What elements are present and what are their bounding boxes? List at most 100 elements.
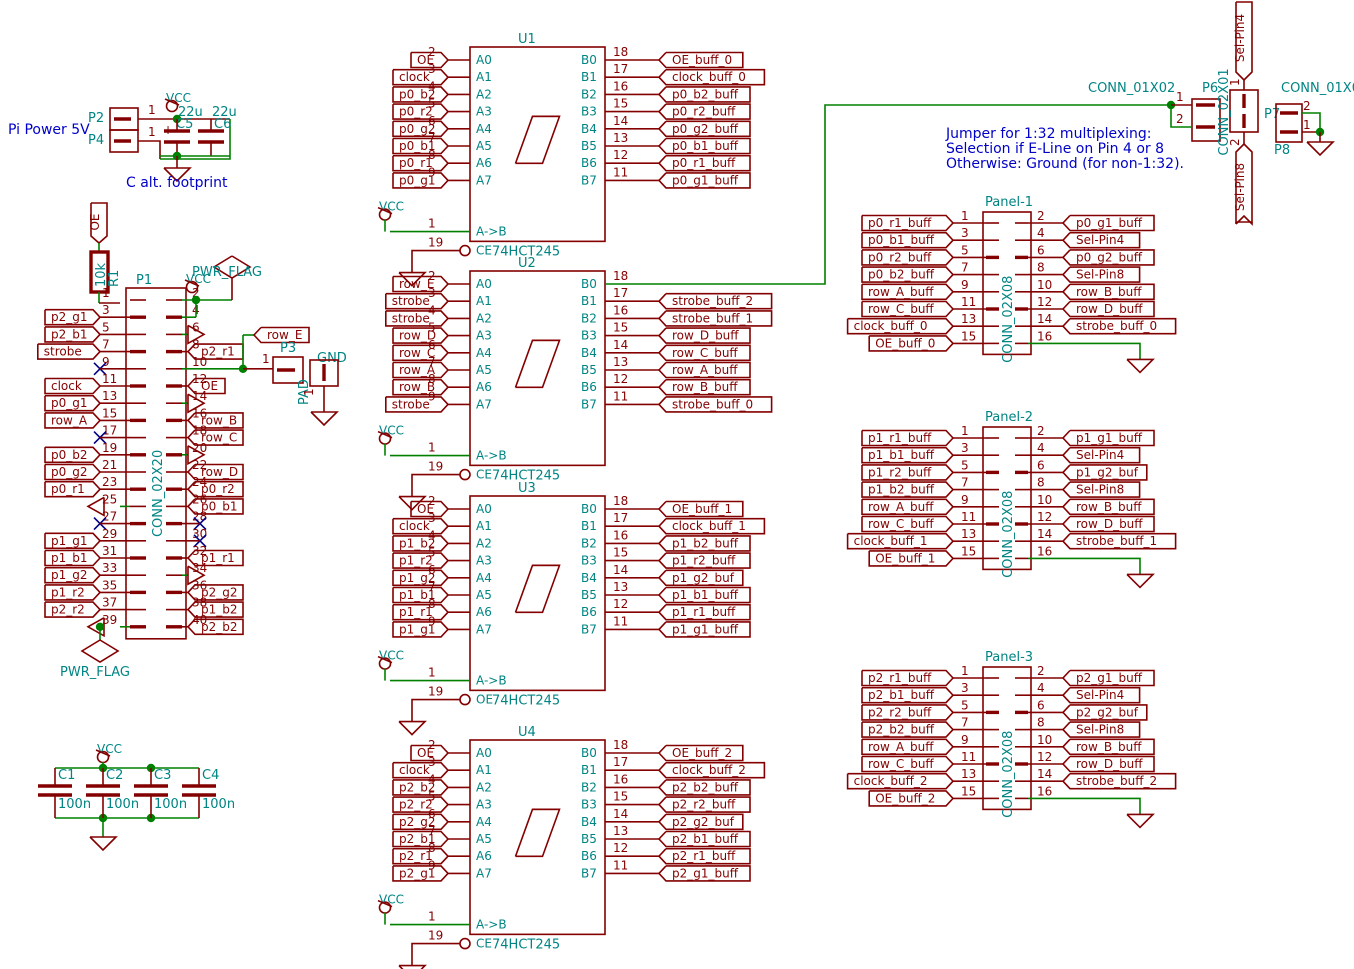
panel-net-label-right[interactable]: row_B_buff: [1061, 738, 1155, 756]
buffer-net-label-left[interactable]: p1_r2: [392, 552, 450, 569]
panel-net-label-right[interactable]: p2_g1_buff: [1061, 669, 1155, 687]
panel-net-label-right[interactable]: p0_g1_buff: [1061, 214, 1155, 232]
panel-net-label-right[interactable]: Sel-Pin4: [1061, 446, 1141, 464]
panel-net-label-left[interactable]: p2_b1_buff: [861, 686, 955, 704]
panel-net-label-left[interactable]: row_C_buff: [861, 300, 955, 318]
panel-net-label-left[interactable]: p0_b2_buff: [861, 266, 955, 283]
panel-connector-body[interactable]: [982, 211, 1032, 356]
row-e-net-label[interactable]: row_E: [252, 326, 310, 344]
buffer-net-label-right[interactable]: strobe_buff_2: [657, 292, 773, 310]
p1-net-label-left[interactable]: row_A: [44, 412, 102, 429]
p1-net-label-left[interactable]: p0_g1: [44, 394, 102, 412]
panel-net-label-left[interactable]: row_C_buff: [861, 515, 955, 533]
p1-net-label-right[interactable]: row_B: [186, 412, 244, 429]
p1-net-label-right[interactable]: p1_r1: [186, 549, 244, 567]
buffer-net-label-left[interactable]: p0_g2: [392, 120, 450, 138]
buffer-net-label-right[interactable]: row_C_buff: [657, 344, 751, 362]
buffer-net-label-right[interactable]: p1_r1_buff: [657, 603, 751, 621]
p8-connector-body[interactable]: [1275, 103, 1303, 143]
p1-net-label-left[interactable]: p0_g2: [44, 463, 102, 481]
buffer-net-label-right[interactable]: p0_r2_buff: [657, 103, 751, 120]
panel-net-label-right[interactable]: p0_g2_buff: [1061, 249, 1155, 266]
buffer-net-label-right[interactable]: p2_g2_buf: [657, 813, 744, 831]
panel-connector-body[interactable]: [982, 426, 1032, 571]
panel-net-label-left[interactable]: row_A_buff: [861, 283, 955, 301]
buffer-net-label-right[interactable]: OE_buff_1: [657, 500, 744, 518]
panel-net-label-right[interactable]: Sel-Pin8: [1061, 721, 1141, 738]
buffer-net-label-left[interactable]: p0_r1: [392, 154, 450, 172]
p6-connector-body[interactable]: [1191, 98, 1221, 142]
panel-net-label-left[interactable]: p1_b2_buff: [861, 481, 955, 498]
buffer-net-label-right[interactable]: p2_b2_buff: [657, 779, 751, 796]
p1-net-label-right[interactable]: p0_b1: [186, 498, 244, 515]
buffer-net-label-right[interactable]: p2_r1_buff: [657, 847, 751, 865]
panel-net-label-right[interactable]: row_B_buff: [1061, 283, 1155, 301]
buffer-net-label-right[interactable]: clock_buff_1: [657, 517, 766, 535]
buffer-net-label-left[interactable]: OE: [410, 744, 450, 762]
panel-net-label-left[interactable]: row_C_buff: [861, 755, 955, 773]
buffer-net-label-right[interactable]: p1_g1_buff: [657, 621, 751, 638]
buffer-net-label-left[interactable]: p1_g2: [392, 569, 450, 587]
buffer-body[interactable]: [469, 270, 606, 467]
buffer-net-label-left[interactable]: clock: [392, 517, 450, 535]
buffer-net-label-left[interactable]: clock: [392, 761, 450, 779]
panel-net-label-right[interactable]: Sel-Pin8: [1061, 266, 1141, 283]
buffer-net-label-left[interactable]: p1_g1: [392, 621, 450, 638]
buffer-net-label-left[interactable]: p1_b1: [392, 586, 450, 604]
panel-net-label-left[interactable]: p0_r1_buff: [861, 214, 955, 232]
panel-net-label-left[interactable]: clock_buff_1: [846, 532, 955, 550]
panel-net-label-right[interactable]: Sel-Pin8: [1061, 481, 1141, 498]
panel-net-label-left[interactable]: p2_r2_buff: [861, 704, 955, 721]
buffer-net-label-left[interactable]: p0_b1: [392, 137, 450, 155]
buffer-net-label-right[interactable]: p1_g2_buf: [657, 569, 744, 587]
buffer-net-label-left[interactable]: strobe: [384, 292, 450, 310]
buffer-net-label-left[interactable]: row_A: [392, 361, 450, 379]
buffer-net-label-left[interactable]: row_C: [392, 344, 450, 362]
p1-net-label-right[interactable]: p2_b2: [186, 618, 244, 636]
panel-net-label-left[interactable]: p1_r2_buff: [861, 464, 955, 481]
p1-net-label-left[interactable]: strobe: [36, 343, 102, 360]
p1-net-label-right[interactable]: OE: [186, 377, 226, 395]
buffer-net-label-left[interactable]: p0_r2: [392, 103, 450, 120]
oe-net-label[interactable]: OE: [88, 202, 108, 245]
buffer-net-label-left[interactable]: p2_r2: [392, 796, 450, 813]
p1-connector-body[interactable]: [125, 287, 187, 640]
buffer-net-label-left[interactable]: p1_b2: [392, 535, 450, 552]
p1-net-label-right[interactable]: p1_b2: [186, 601, 244, 618]
panel-net-label-left[interactable]: p2_r1_buff: [861, 669, 955, 687]
buffer-net-label-right[interactable]: p1_r2_buff: [657, 552, 751, 569]
buffer-net-label-left[interactable]: OE: [410, 51, 450, 69]
panel-net-label-right[interactable]: Sel-Pin4: [1061, 231, 1141, 249]
buffer-body[interactable]: [469, 495, 606, 692]
p1-net-label-right[interactable]: row_D: [186, 463, 244, 481]
p1-net-label-left[interactable]: p2_b1: [44, 326, 102, 343]
sel-pin4-net-label[interactable]: Sel-Pin4: [1233, 1, 1253, 82]
panel-net-label-left[interactable]: p1_b1_buff: [861, 446, 955, 464]
buffer-net-label-left[interactable]: row_B: [392, 378, 450, 396]
buffer-net-label-right[interactable]: row_D_buff: [657, 327, 751, 344]
panel-net-label-right[interactable]: p1_g1_buff: [1061, 429, 1155, 447]
buffer-net-label-left[interactable]: p2_g2: [392, 813, 450, 831]
p1-net-label-left[interactable]: p1_g2: [44, 566, 102, 584]
buffer-net-label-right[interactable]: p2_b1_buff: [657, 830, 751, 848]
buffer-net-label-left[interactable]: p0_g1: [392, 172, 450, 189]
panel-net-label-right[interactable]: Sel-Pin4: [1061, 686, 1141, 704]
buffer-net-label-right[interactable]: row_A_buff: [657, 361, 751, 379]
buffer-net-label-right[interactable]: p1_b1_buff: [657, 586, 751, 604]
buffer-net-label-left[interactable]: strobe: [384, 310, 450, 327]
p1-net-label-right[interactable]: p0_r2: [186, 480, 244, 498]
p1-net-label-left[interactable]: p2_r2: [44, 601, 102, 618]
p3-connector-body[interactable]: [272, 356, 304, 384]
panel-net-label-right[interactable]: strobe_buff_0: [1061, 317, 1177, 335]
p1-net-label-right[interactable]: p2_g2: [186, 584, 244, 601]
buffer-net-label-left[interactable]: p0_b2: [392, 86, 450, 103]
p1-net-label-right[interactable]: row_C: [186, 429, 244, 446]
panel-net-label-right[interactable]: row_D_buff: [1061, 515, 1155, 533]
panel-net-label-left[interactable]: row_A_buff: [861, 738, 955, 756]
buffer-net-label-left[interactable]: strobe: [384, 396, 450, 413]
p1-net-label-left[interactable]: p1_g1: [44, 532, 102, 550]
buffer-body[interactable]: [469, 46, 606, 243]
buffer-net-label-left[interactable]: p2_b2: [392, 779, 450, 796]
panel-net-label-right[interactable]: strobe_buff_2: [1061, 772, 1177, 790]
panel-net-label-left[interactable]: p2_b2_buff: [861, 721, 955, 738]
